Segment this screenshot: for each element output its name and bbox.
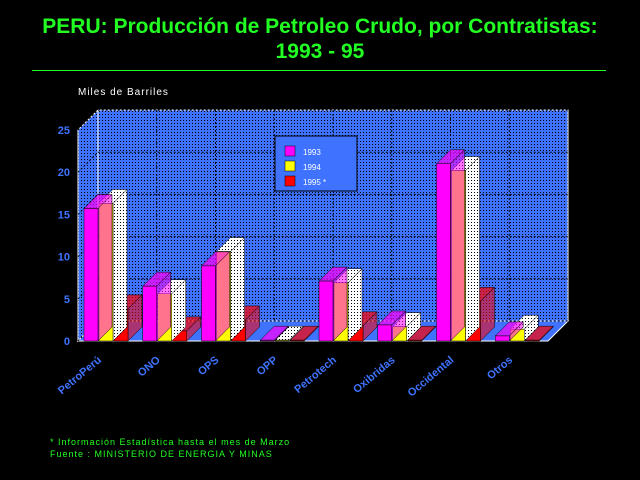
x-tick-label: Occidental [406,354,457,399]
legend-label: 1994 [303,163,321,172]
bar-front [436,163,451,342]
legend: 1993 1994 1995 * [274,135,358,192]
bar-front [275,339,290,342]
bar-front [495,335,510,342]
bar-side [215,251,230,342]
y-tick-label: 5 [64,294,70,306]
bar-side [230,236,245,342]
bar-side [450,149,465,342]
y-tick-label: 25 [58,125,70,137]
bar [524,325,554,342]
x-tick-label: PetroPerú [56,354,104,397]
chart-title-line1: PERU: Producción de Petroleo Crudo, por … [42,15,598,38]
bar-side [97,193,113,342]
legend-label: 1993 [303,148,321,157]
x-tick-label: OPP [255,354,281,378]
x-tick-label: Otros [485,354,515,382]
bar-front [377,324,392,342]
bar-front [525,339,540,342]
x-tick-label: OPS [196,354,222,378]
footnote-info: * Información Estadística hasta el mes d… [50,437,291,447]
legend-label: 1995 * [303,178,326,187]
bar-side [465,155,480,342]
bar-front [260,339,275,342]
footnote-source: Fuente : MINISTERIO DE ENERGIA Y MINAS [50,449,273,459]
y-axis-label: Miles de Barriles [78,87,169,98]
y-tick-label: 10 [58,252,70,264]
bar [142,271,172,342]
bar-front [318,280,334,342]
bar-front [142,285,157,342]
bar [435,149,466,342]
legend-swatch [284,160,296,172]
bar [494,321,524,342]
legend-swatch [284,175,296,187]
bar-side [112,188,128,342]
chart-title-line2: 1993 - 95 [275,40,365,63]
y-tick-label: 15 [58,209,70,221]
bar-front [201,265,216,342]
bar [83,193,113,342]
x-tick-label: Oxibridas [351,354,398,396]
y-tick-label: 20 [58,167,70,179]
bar [200,251,231,342]
bar-front [407,339,422,342]
plot-bars [83,149,554,342]
y-tick-label: 0 [64,336,70,348]
bar [259,325,289,342]
bar [318,266,348,342]
bar [377,310,407,342]
bar-front [83,208,99,342]
x-tick-label: Petrotech [292,354,339,396]
legend-swatch [284,145,296,157]
bar-front [290,339,305,342]
x-tick-label: ONO [136,354,163,380]
chart-title: PERU: Producción de Petroleo Crudo, por … [0,14,640,64]
title-divider [32,70,606,71]
gridline-h [77,109,568,131]
gridline-h [77,151,568,173]
